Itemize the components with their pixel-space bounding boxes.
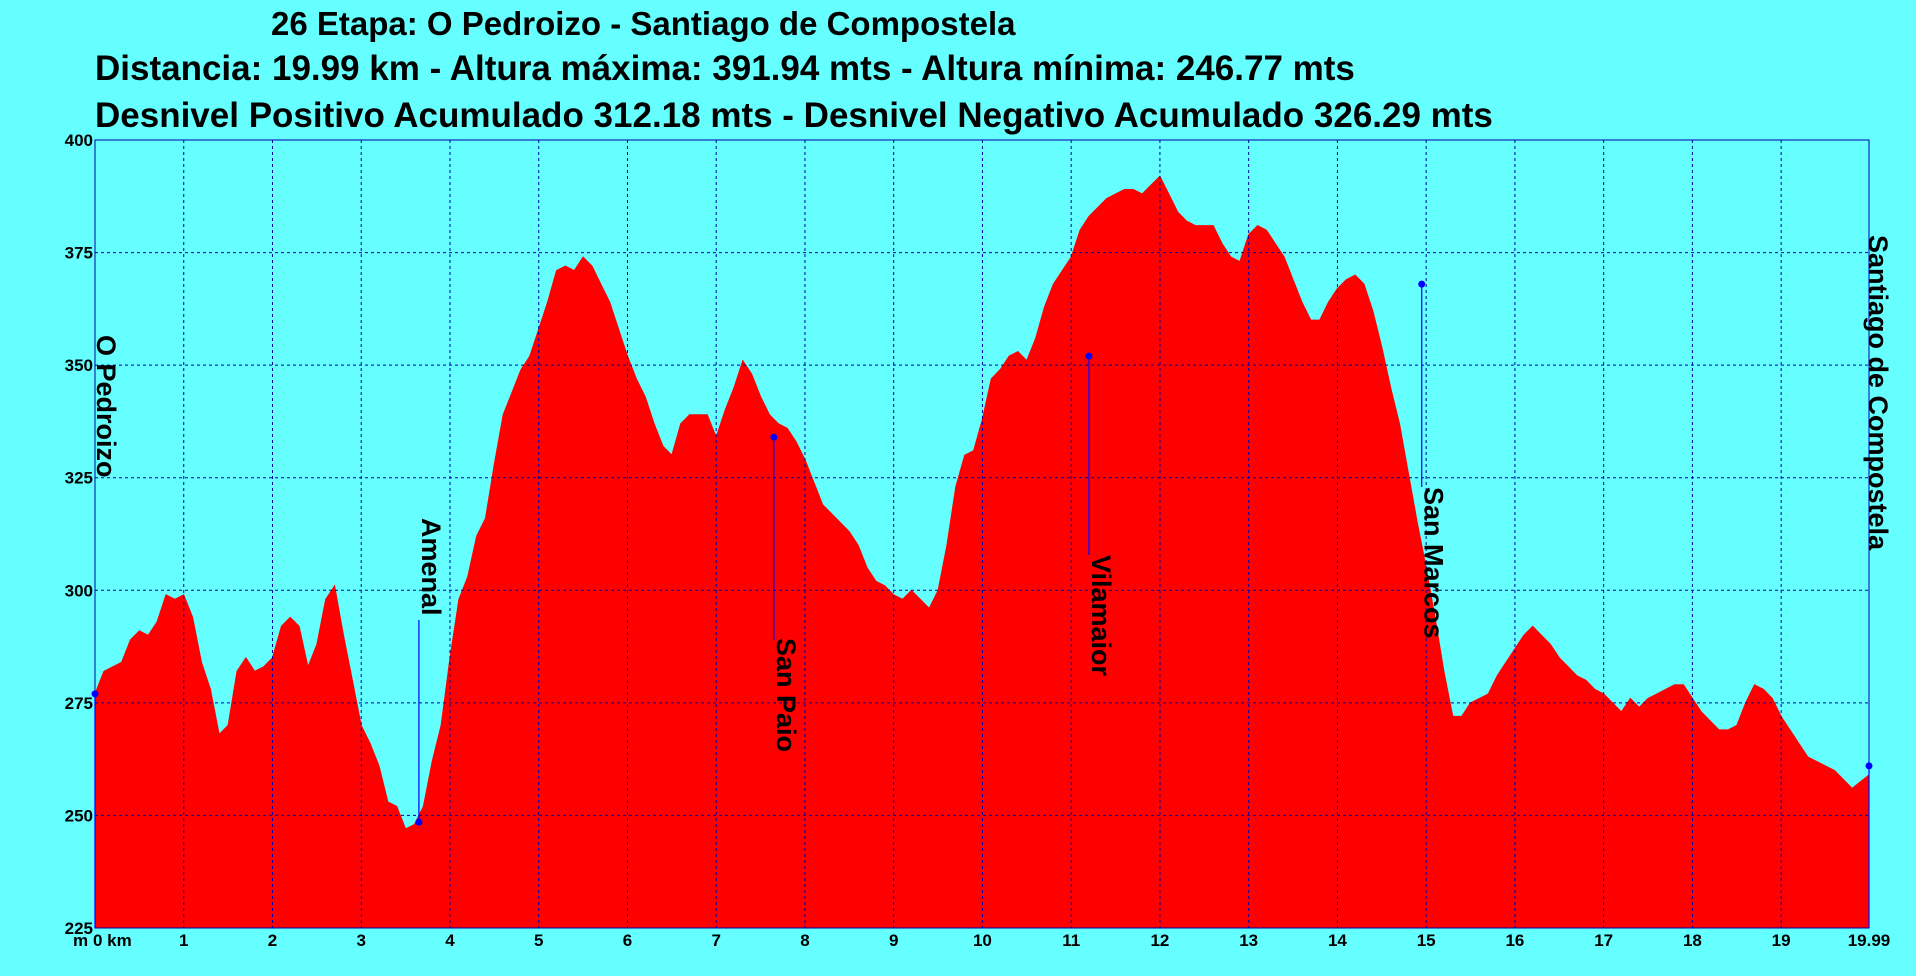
y-tick-label: 400 [65, 131, 93, 150]
cumulative-slope-summary: Desnivel Positivo Acumulado 312.18 mts -… [95, 96, 1493, 135]
x-tick-label: 1 [179, 931, 188, 950]
y-tick-label: 325 [65, 469, 93, 488]
waypoint-label: Vilamaior [1086, 555, 1116, 677]
x-unit-label: m [73, 931, 88, 950]
x-tick-label: 4 [445, 931, 455, 950]
y-tick-label: 250 [65, 806, 93, 825]
x-tick-label: 11 [1062, 931, 1080, 950]
waypoint-label: O Pedroizo [91, 335, 121, 478]
x-tick-label: 13 [1239, 931, 1258, 950]
x-tick-label: 12 [1150, 931, 1169, 950]
waypoint-marker [1865, 762, 1873, 770]
x-tick-label: 15 [1417, 931, 1436, 950]
x-tick-label: 2 [268, 931, 277, 950]
y-tick-label: 225 [65, 919, 93, 938]
x-tick-label: 8 [800, 931, 809, 950]
waypoint-marker [770, 433, 778, 441]
x-tick-label: 10 [973, 931, 992, 950]
waypoint-label: San Paio [771, 638, 801, 752]
waypoint-marker [91, 690, 99, 698]
x-tick-label: 3 [356, 931, 365, 950]
waypoint-marker [415, 818, 423, 826]
plot-frame [94, 139, 1870, 929]
x-tick-label: 5 [534, 931, 543, 950]
chart-title: 26 Etapa: O Pedroizo - Santiago de Compo… [271, 5, 1016, 42]
x-tick-label: 6 [623, 931, 632, 950]
x-tick-label: 17 [1594, 931, 1613, 950]
x-tick-label: 18 [1683, 931, 1702, 950]
y-tick-label: 375 [65, 244, 93, 263]
x-tick-label: 14 [1328, 931, 1347, 950]
x-tick-label: 19 [1772, 931, 1791, 950]
x-tick-label: 19.99 [1848, 931, 1891, 950]
x-tick-label: 9 [889, 931, 898, 950]
x-tick-label: 7 [711, 931, 720, 950]
x-tick-label: 0 km [93, 931, 132, 950]
distance-elevation-summary: Distancia: 19.99 km - Altura máxima: 391… [95, 49, 1355, 88]
waypoint-label: Santiago de Compostela [1863, 235, 1893, 551]
y-tick-label: 275 [65, 694, 93, 713]
x-tick-label: 16 [1505, 931, 1524, 950]
waypoint-label: San Marcos [1419, 487, 1449, 639]
y-tick-label: 350 [65, 356, 93, 375]
waypoint-marker [1418, 280, 1426, 288]
y-tick-label: 300 [65, 581, 93, 600]
waypoint-label: Amenal [416, 518, 446, 616]
waypoint-marker [1085, 352, 1093, 360]
